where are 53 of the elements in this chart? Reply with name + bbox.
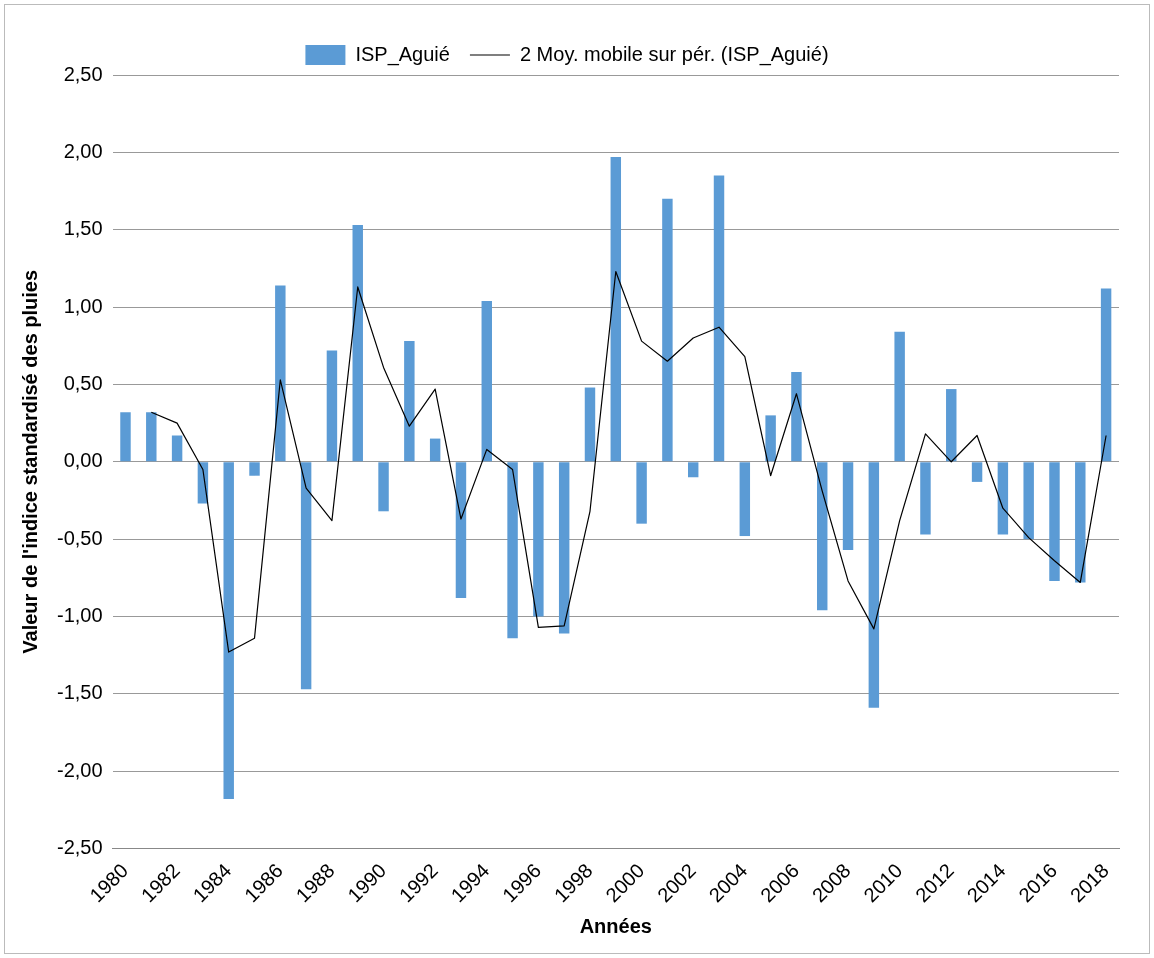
bar bbox=[765, 415, 776, 462]
bar bbox=[120, 412, 131, 462]
bar bbox=[249, 462, 260, 476]
bar bbox=[533, 462, 544, 617]
bar bbox=[1023, 462, 1034, 540]
bar bbox=[146, 412, 157, 462]
y-tick-label: -2,50 bbox=[56, 836, 103, 859]
bar bbox=[1049, 462, 1060, 581]
bar bbox=[455, 462, 467, 598]
bar bbox=[610, 157, 622, 462]
bar bbox=[791, 372, 802, 462]
bar bbox=[1100, 288, 1112, 462]
bar bbox=[404, 341, 415, 462]
bar bbox=[352, 225, 363, 462]
bar bbox=[713, 175, 725, 462]
y-tick-label: 0,00 bbox=[63, 449, 103, 472]
y-tick-label: 2,00 bbox=[63, 139, 103, 162]
bar bbox=[636, 462, 647, 524]
y-axis-title: Valeur de l'indice standardisé des pluies bbox=[18, 269, 41, 654]
bar bbox=[894, 331, 905, 462]
bar bbox=[300, 462, 312, 690]
bar bbox=[946, 389, 957, 462]
y-tick-label: -0,50 bbox=[56, 526, 103, 549]
bar bbox=[507, 462, 518, 639]
bar bbox=[662, 198, 673, 462]
y-tick-label: 1,00 bbox=[63, 294, 103, 317]
bar bbox=[558, 462, 570, 634]
y-tick-label: -2,00 bbox=[56, 758, 103, 781]
legend-label: ISP_Aguié bbox=[355, 42, 450, 66]
bar bbox=[171, 435, 183, 462]
bar bbox=[1075, 462, 1086, 583]
bar bbox=[997, 462, 1009, 535]
bar bbox=[868, 462, 880, 708]
bar bbox=[326, 350, 338, 462]
bar bbox=[275, 285, 286, 462]
bar bbox=[817, 462, 828, 611]
bar bbox=[429, 438, 441, 462]
y-tick-label: 2,50 bbox=[63, 62, 103, 85]
x-axis-title: Années bbox=[579, 914, 652, 937]
bar bbox=[481, 300, 492, 462]
bar bbox=[584, 387, 596, 462]
y-tick-label: 1,50 bbox=[63, 217, 103, 240]
y-tick-label: 0,50 bbox=[63, 371, 103, 394]
bar bbox=[378, 462, 389, 512]
bar bbox=[842, 462, 854, 550]
legend-label: 2 Moy. mobile sur pér. (ISP_Aguié) bbox=[519, 42, 829, 66]
bar bbox=[739, 462, 751, 537]
y-tick-label: -1,50 bbox=[56, 681, 103, 704]
y-tick-label: -1,00 bbox=[56, 604, 103, 627]
bar bbox=[971, 462, 983, 482]
bar bbox=[920, 462, 931, 535]
bar bbox=[223, 462, 234, 800]
bar bbox=[687, 462, 699, 478]
